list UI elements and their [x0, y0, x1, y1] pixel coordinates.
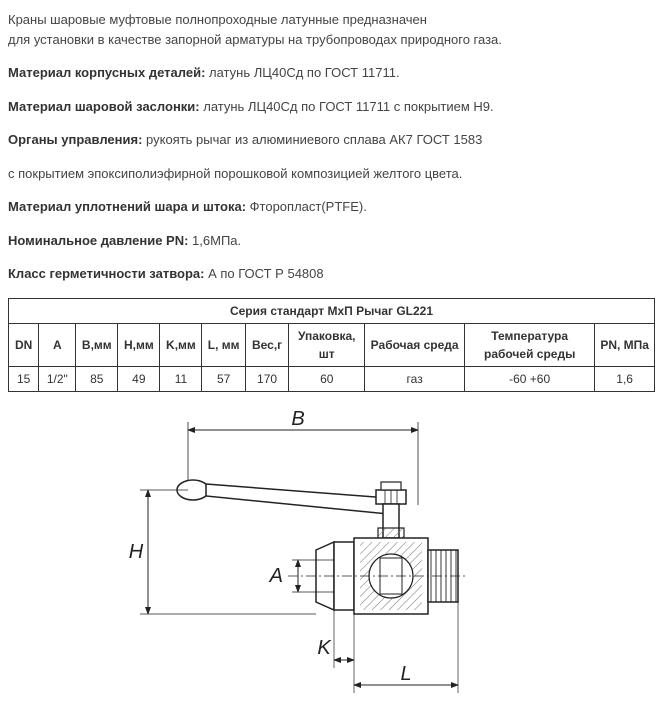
spec-value: А по ГОСТ Р 54808 [204, 266, 323, 281]
table-cell: 49 [118, 366, 160, 391]
table-header: Рабочая среда [365, 323, 465, 366]
dim-label-B: B [291, 410, 304, 430]
spec-value: латунь ЛЦ40Сд по ГОСТ 11711. [205, 65, 399, 80]
dim-label-K: K [317, 637, 332, 659]
table-header: B,мм [76, 323, 118, 366]
table-cell: газ [365, 366, 465, 391]
spec-line: Класс герметичности затвора: А по ГОСТ Р… [8, 264, 655, 284]
table-cell: 57 [202, 366, 245, 391]
spec-table: Серия стандарт МхП Рычаг GL221 DNAB,ммH,… [8, 298, 655, 392]
table-cell: 85 [76, 366, 118, 391]
spec-line: Органы управления: рукоять рычаг из алюм… [8, 130, 655, 150]
spec-line: Материал уплотнений шара и штока: Фтороп… [8, 197, 655, 217]
table-header: L, мм [202, 323, 245, 366]
spec-value: 1,6МПа. [188, 233, 241, 248]
dim-label-H: H [129, 541, 144, 563]
table-header: A [39, 323, 76, 366]
table-cell: 1/2" [39, 366, 76, 391]
spec-label: Материал уплотнений шара и штока: [8, 199, 246, 214]
technical-drawing: B H A [8, 410, 655, 700]
table-cell: -60 +60 [465, 366, 595, 391]
spec-label: Номинальное давление PN: [8, 233, 188, 248]
intro-line1: Краны шаровые муфтовые полнопроходные ла… [8, 12, 427, 27]
spec-label: Материал корпусных деталей: [8, 65, 205, 80]
dim-label-A: A [269, 565, 283, 587]
spec-label: Класс герметичности затвора: [8, 266, 204, 281]
coating-text: с покрытием эпоксиполиэфирной порошковой… [8, 164, 655, 184]
spec-value: Фторопласт(PTFE). [246, 199, 367, 214]
table-header: Вес,г [245, 323, 288, 366]
spec-line: Материал корпусных деталей: латунь ЛЦ40С… [8, 63, 655, 83]
table-header: H,мм [118, 323, 160, 366]
table-title: Серия стандарт МхП Рычаг GL221 [9, 298, 655, 323]
spec-value: латунь ЛЦ40Сд по ГОСТ 11711 с покрытием … [200, 99, 494, 114]
table-header: Упаковка, шт [289, 323, 365, 366]
spec-line: Номинальное давление PN: 1,6МПа. [8, 231, 655, 251]
table-cell: 1,6 [595, 366, 655, 391]
spec-label: Материал шаровой заслонки: [8, 99, 200, 114]
table-cell: 60 [289, 366, 365, 391]
intro-line2: для установки в качестве запорной армату… [8, 32, 502, 47]
table-header: Температура рабочей среды [465, 323, 595, 366]
table-header: K,мм [160, 323, 202, 366]
spec-label: Органы управления: [8, 132, 142, 147]
dim-label-L: L [400, 663, 411, 685]
spec-value: рукоять рычаг из алюминиевого сплава АК7… [142, 132, 482, 147]
table-cell: 15 [9, 366, 39, 391]
intro-text: Краны шаровые муфтовые полнопроходные ла… [8, 10, 655, 49]
table-cell: 11 [160, 366, 202, 391]
table-header: DN [9, 323, 39, 366]
table-cell: 170 [245, 366, 288, 391]
table-header: PN, МПа [595, 323, 655, 366]
spec-line: Материал шаровой заслонки: латунь ЛЦ40Сд… [8, 97, 655, 117]
